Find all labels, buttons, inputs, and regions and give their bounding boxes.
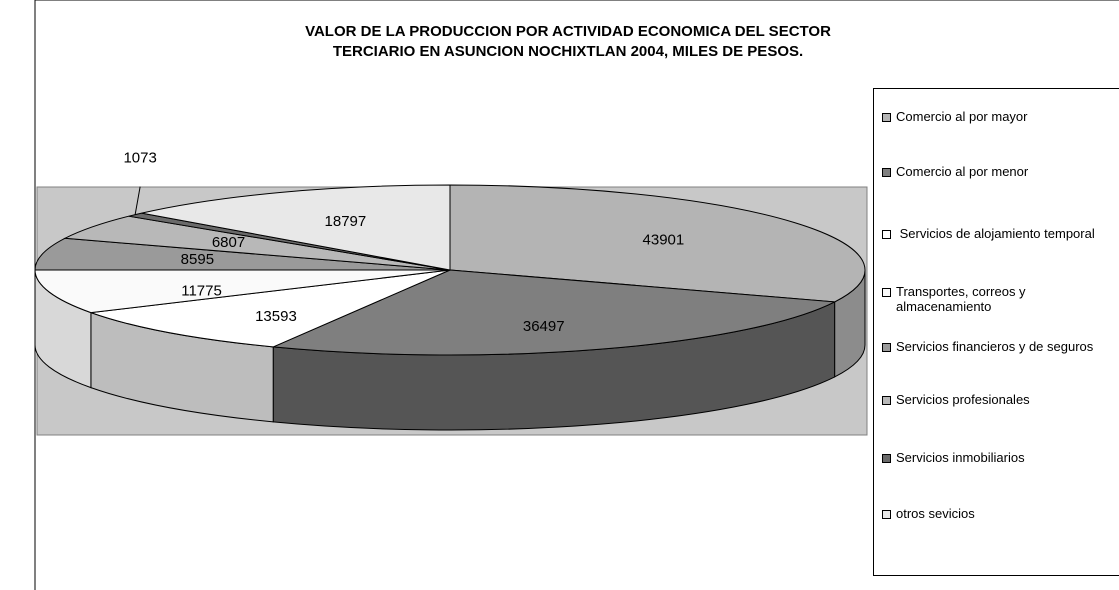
legend-label: Comercio al por menor	[896, 164, 1029, 179]
slice	[449, 184, 866, 303]
data-label: 1073	[123, 150, 156, 167]
slice	[90, 269, 451, 348]
legend-swatch	[882, 343, 891, 352]
data-label: 43901	[643, 232, 685, 249]
legend-label: Servicios inmobiliarios	[896, 450, 1025, 465]
legend-swatch	[882, 230, 891, 239]
legend-label: Servicios de alojamiento temporal	[896, 226, 1095, 241]
legend-swatch	[882, 288, 891, 297]
legend-label: Comercio al por mayor	[896, 109, 1028, 124]
data-label: 13593	[255, 308, 297, 325]
data-label: 6807	[212, 234, 245, 251]
legend-entry: otros sevicios	[882, 506, 1119, 521]
legend: Comercio al por mayor Comercio al por men…	[873, 88, 1119, 576]
slice	[34, 237, 451, 271]
data-label: 11775	[181, 283, 222, 300]
legend-swatch	[882, 168, 891, 177]
legend-entry: Servicios profesionales	[882, 392, 1119, 407]
legend-entry: Servicios de alojamiento temporal	[882, 226, 1119, 241]
legend-swatch	[882, 113, 891, 122]
legend-entry: Servicios financieros y de seguros	[882, 339, 1119, 354]
legend-label: Servicios profesionales	[896, 392, 1030, 407]
legend-label: Transportes, correos y almacenamiento	[896, 284, 1030, 314]
legend-entry: Comercio al por mayor	[882, 109, 1119, 124]
legend-swatch	[882, 510, 891, 519]
legend-swatch	[882, 396, 891, 405]
chart-title: TERCIARIO EN ASUNCION NOCHIXTLAN 2004, M…	[333, 43, 803, 60]
data-label: 18797	[325, 213, 367, 230]
chart-title: VALOR DE LA PRODUCCION POR ACTIVIDAD ECO…	[305, 23, 831, 40]
leader-line	[134, 186, 141, 215]
slice	[141, 184, 451, 271]
data-label: 8595	[181, 251, 214, 268]
legend-entry: Servicios inmobiliarios	[882, 450, 1119, 465]
slice	[271, 269, 837, 356]
slice	[34, 269, 451, 314]
legend-entry: Transportes, correos y almacenamiento	[882, 284, 1119, 314]
legend-label: Servicios financieros y de seguros	[896, 339, 1094, 354]
legend-entry: Comercio al por menor	[882, 164, 1119, 179]
legend-label: otros sevicios	[896, 506, 975, 521]
data-label: 36497	[523, 318, 565, 335]
legend-swatch	[882, 454, 891, 463]
